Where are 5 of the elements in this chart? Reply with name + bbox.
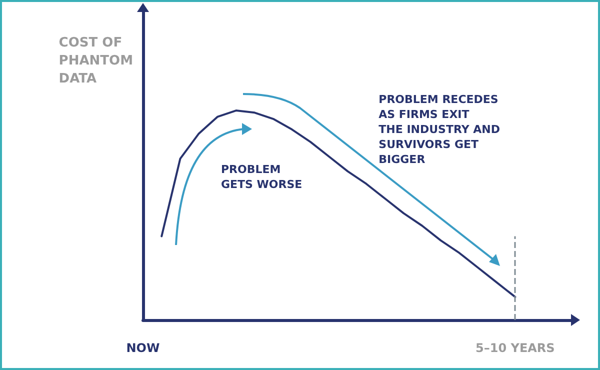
x-tick-label: 5–10 YEARS bbox=[476, 341, 555, 355]
y-axis-title: COST OF PHANTOM DATA bbox=[58, 36, 134, 86]
annotation: PROBLEM GETS WORSE bbox=[221, 163, 302, 191]
annotation: PROBLEM RECEDES AS FIRMS EXIT THE INDUSTRY AND SURVIVORS GET BIGGER bbox=[378, 93, 500, 166]
x-tick-label: NOW bbox=[126, 341, 160, 355]
